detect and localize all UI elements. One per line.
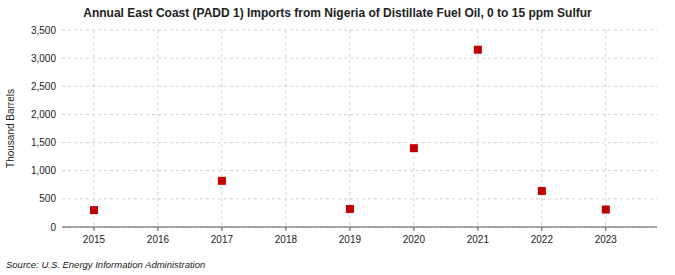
- grid-line: [221, 30, 222, 227]
- x-tick-label: 2021: [467, 234, 490, 245]
- grid-line: [62, 142, 657, 143]
- point: [90, 206, 98, 214]
- x-tick: [477, 227, 478, 231]
- point: [410, 144, 418, 152]
- grid-line: [157, 30, 158, 227]
- title: Annual East Coast (PADD 1) Imports from …: [83, 6, 592, 20]
- x-tick-label: 2018: [275, 234, 298, 245]
- y-tick-label: 2,000: [31, 109, 56, 120]
- grid-line: [62, 30, 657, 31]
- x-tick-label: 2016: [147, 234, 170, 245]
- x-tick: [413, 227, 414, 231]
- x-tick: [349, 227, 350, 231]
- y-tick-label: 1,000: [31, 165, 56, 176]
- grid-line: [62, 86, 657, 87]
- grid-line: [349, 30, 350, 227]
- y-tick-label: 500: [39, 193, 56, 204]
- source-note: Source: U.S. Energy Information Administ…: [6, 259, 205, 270]
- x-tick-label: 2023: [595, 234, 618, 245]
- grid-line: [285, 30, 286, 227]
- grid-line: [62, 227, 657, 228]
- x-tick: [285, 227, 286, 231]
- y-tick-label: 2,500: [31, 81, 56, 92]
- point: [346, 205, 354, 213]
- y-tick-label: 1,500: [31, 137, 56, 148]
- grid-line: [93, 30, 94, 227]
- x-tick: [93, 227, 94, 231]
- x-tick: [157, 227, 158, 231]
- x-tick: [221, 227, 222, 231]
- grid-line: [62, 114, 657, 115]
- x-tick-label: 2017: [211, 234, 234, 245]
- grid-line: [62, 58, 657, 59]
- axes: 0 500 1,000 1,500 2,000 2,500 3,000 3,500 2015 20…: [31, 25, 657, 246]
- x-axis-line: [62, 227, 657, 228]
- x-tick: [605, 227, 606, 231]
- y-tick-label: 0: [50, 222, 56, 233]
- grid-line: [62, 170, 657, 171]
- point: [218, 177, 226, 185]
- x-tick-label: 2022: [531, 234, 554, 245]
- chart: Annual East Coast (PADD 1) Imports from …: [0, 0, 675, 275]
- y-tick-label: 3,000: [31, 53, 56, 64]
- y-axis-label: Thousand Barrels: [5, 89, 16, 168]
- points: [90, 46, 610, 214]
- grid-line: [62, 198, 657, 199]
- x-tick-label: 2020: [403, 234, 426, 245]
- grid-line: [413, 30, 414, 227]
- grid-line: [477, 30, 478, 227]
- y-tick-label: 3,500: [31, 25, 56, 36]
- point: [474, 46, 482, 54]
- x-tick: [541, 227, 542, 231]
- point: [538, 187, 546, 195]
- grid-line: [541, 30, 542, 227]
- x-tick-label: 2015: [83, 234, 106, 245]
- grid-line: [605, 30, 606, 227]
- point: [602, 206, 610, 214]
- x-tick-label: 2019: [339, 234, 362, 245]
- grid: [62, 30, 657, 227]
